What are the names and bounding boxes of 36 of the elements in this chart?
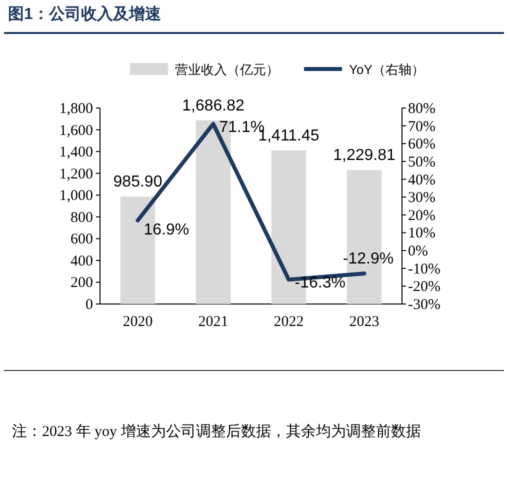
x-tick-label: 2022	[274, 314, 304, 330]
x-tick-label: 2021	[198, 314, 228, 330]
chart-title: 图1：公司收入及增速	[8, 4, 161, 25]
y2-tick-label: 80%	[408, 101, 436, 117]
y-tick-label: 1,200	[59, 166, 93, 182]
y2-tick-label: -30%	[408, 297, 440, 313]
text: 注：2023 年 yoy 增速为公司调整后数据，其余均为调整前数据	[12, 422, 422, 442]
y-tick-label: 1,400	[59, 144, 93, 161]
y2-tick-label: 0%	[408, 244, 428, 260]
y-tick-label: 1,800	[59, 101, 93, 117]
y2-tick-label: -10%	[408, 261, 440, 278]
y2-tick-label: 40%	[408, 172, 436, 188]
y2-tick-label: 10%	[408, 226, 436, 242]
y-tick-label: 0	[86, 297, 93, 313]
y-tick-label: 1,600	[59, 122, 93, 139]
y-tick-label: 600	[70, 232, 93, 248]
data-label: 1,686.82	[182, 97, 244, 114]
legend-label: YoY（右轴）	[349, 62, 424, 77]
y-tick-label: 400	[70, 253, 93, 270]
data-label: -12.9%	[342, 250, 394, 268]
data-label: 16.9%	[144, 221, 190, 238]
data-label: -16.3%	[294, 274, 346, 292]
y-tick-label: 200	[70, 275, 93, 292]
data-label: 1,229.81	[333, 147, 396, 164]
legend-label: 营业收入（亿元）	[175, 62, 279, 77]
x-tick-label: 2023	[349, 314, 380, 330]
y-tick-label: 1,000	[59, 188, 93, 204]
y2-tick-label: 60%	[408, 136, 436, 153]
y-tick-label: 800	[70, 210, 93, 226]
data-label: 985.90	[113, 174, 162, 191]
y2-tick-label: 30%	[408, 190, 436, 206]
x-tick-label: 2020	[122, 314, 153, 330]
y2-tick-label: -20%	[408, 279, 440, 296]
y2-tick-label: 70%	[408, 118, 436, 135]
y2-tick-label: 20%	[408, 208, 436, 224]
y2-tick-label: 50%	[408, 154, 436, 170]
